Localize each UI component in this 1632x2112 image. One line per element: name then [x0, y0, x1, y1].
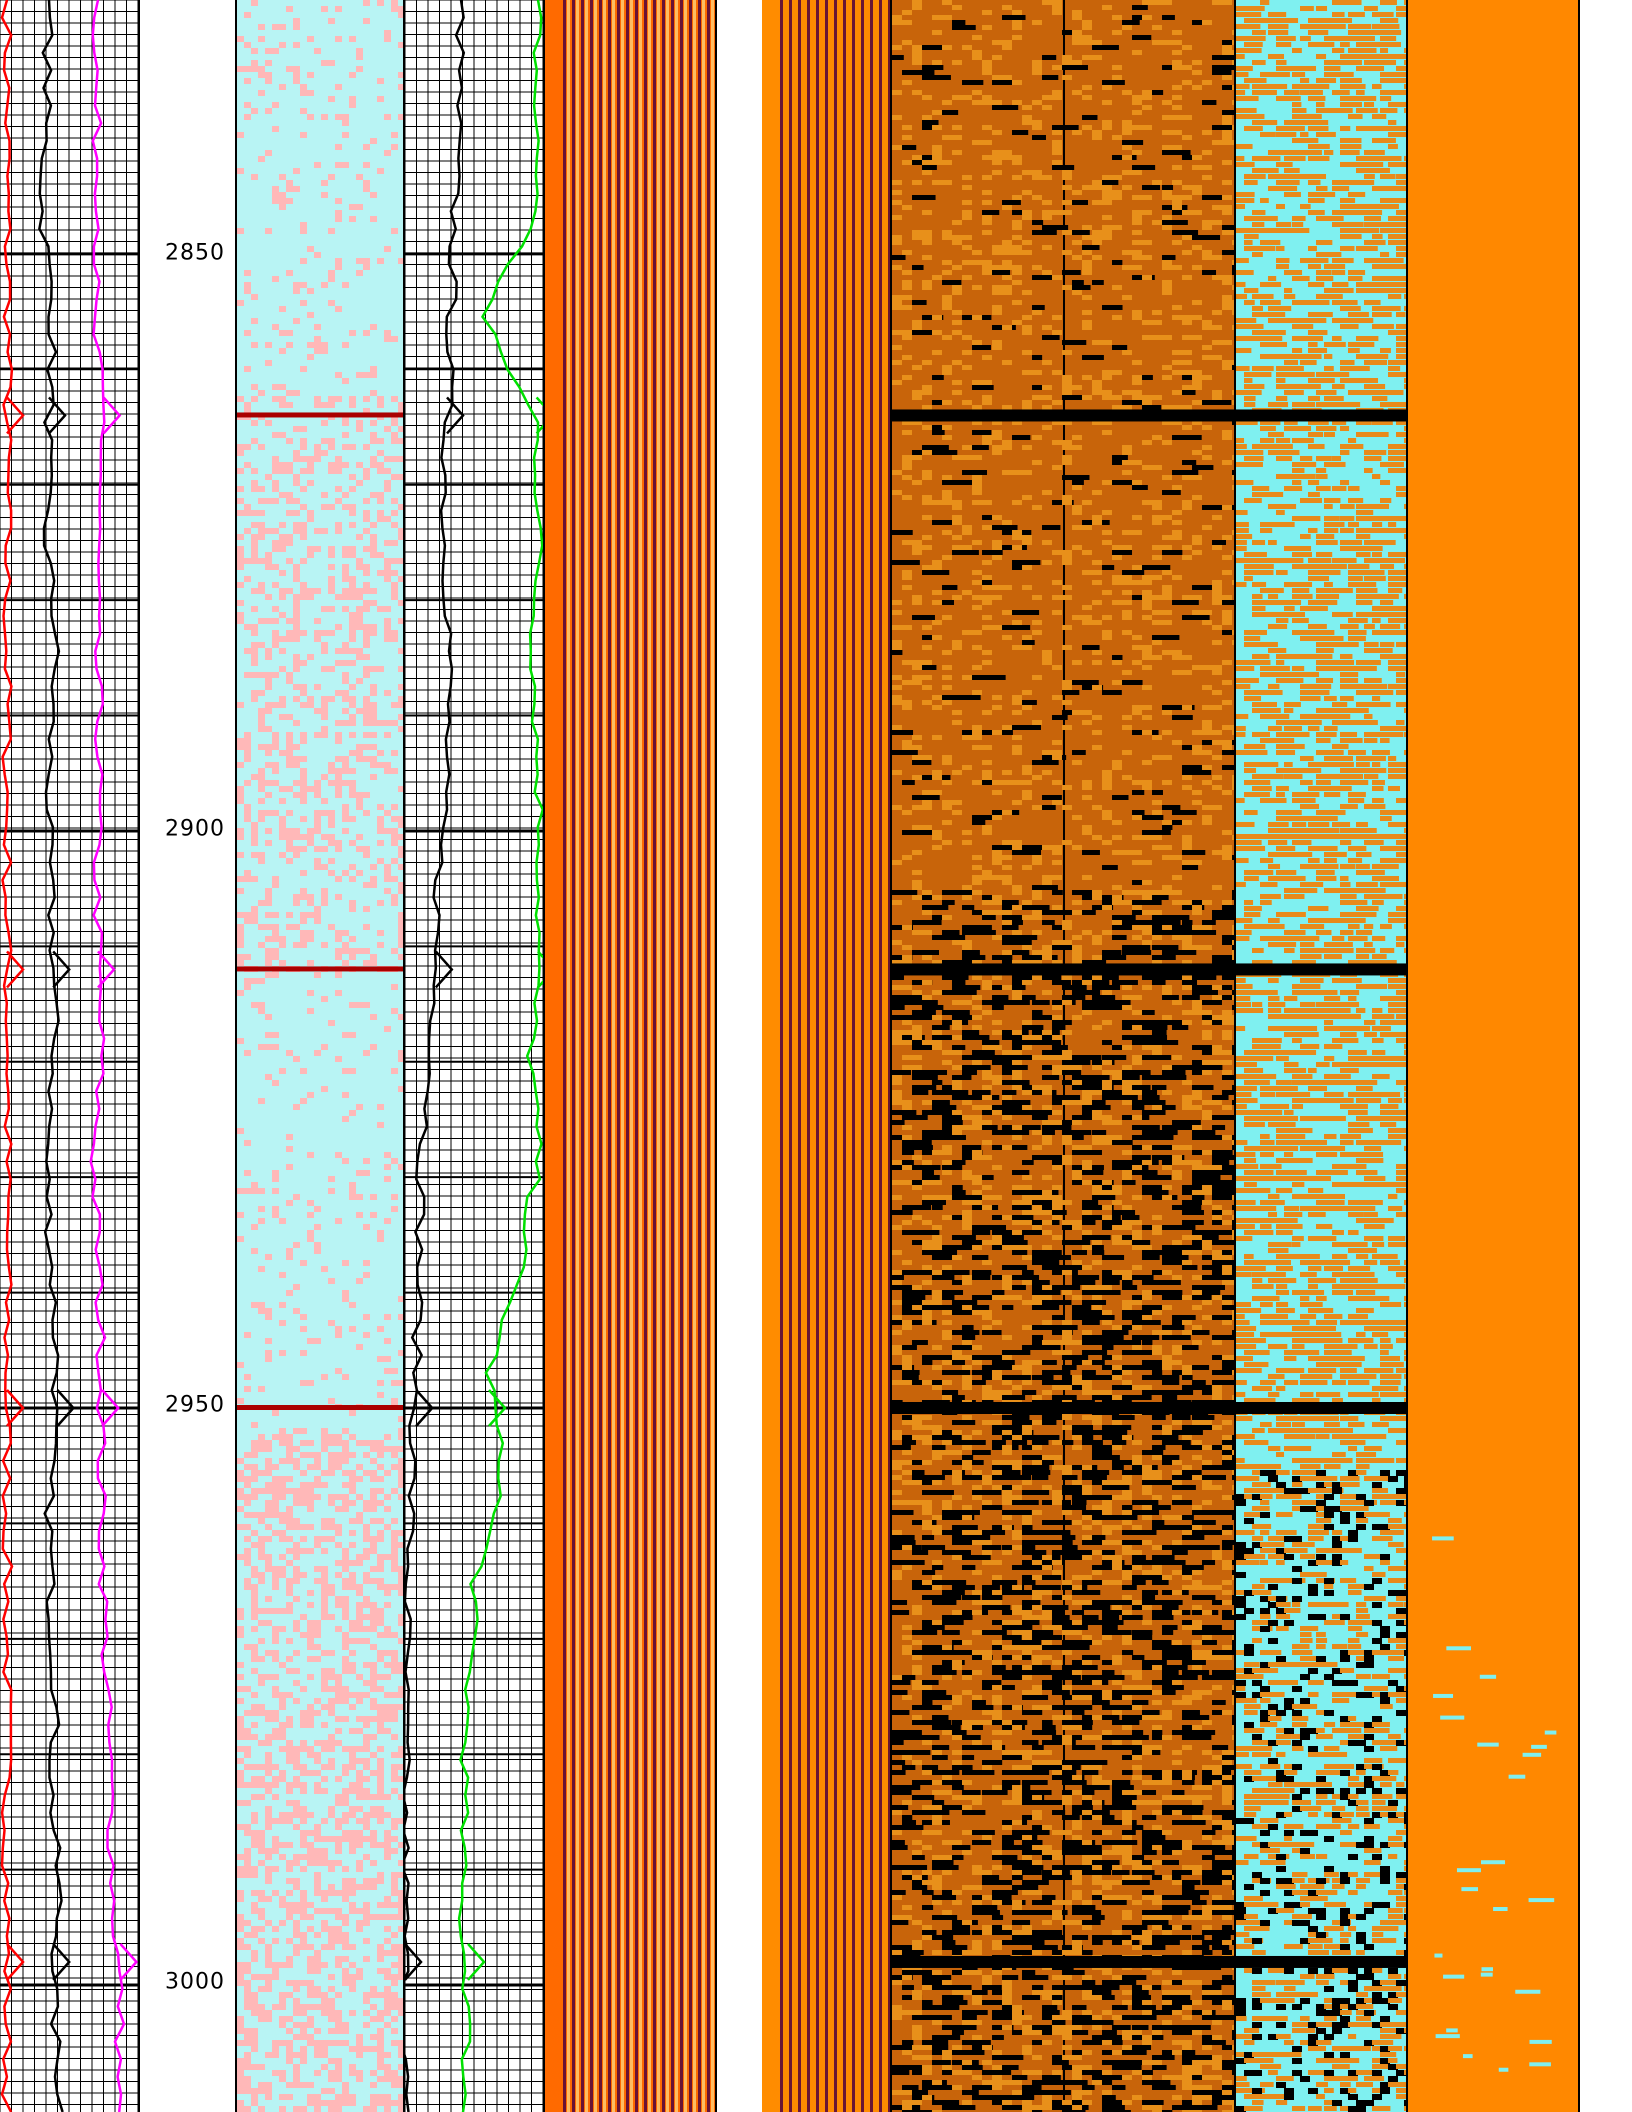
event-band [892, 409, 1234, 422]
curve-spike [102, 396, 122, 435]
track-1-curves [0, 0, 140, 2112]
curve-spike [101, 1389, 120, 1427]
right-margin [1580, 0, 1632, 2112]
track-2-svg [237, 0, 403, 2112]
curve-spike [488, 1389, 507, 1427]
curve-spike [6, 396, 25, 435]
track-2-image [235, 0, 405, 2112]
curve-spike [535, 396, 543, 435]
event-band [1236, 963, 1406, 976]
image-texture [892, 0, 1234, 2112]
waveform-stripes [780, 0, 890, 2112]
event-band [1236, 409, 1406, 422]
log-curve-1 [457, 0, 543, 2112]
event-band [237, 1405, 403, 1410]
event-band [892, 1402, 1234, 1414]
track-6-svg [892, 0, 1234, 2112]
curve-spike [415, 1389, 434, 1427]
curve-spike [434, 950, 454, 989]
curve-spike [6, 950, 25, 989]
track-1-svg [0, 0, 138, 2112]
event-band [1236, 1402, 1406, 1414]
log-curve-2 [89, 0, 126, 2112]
curve-spike [6, 1389, 25, 1427]
curve-spike [467, 1943, 486, 1981]
log-curve-0 [0, 0, 14, 2112]
track-8-svg [1408, 0, 1578, 2112]
log-curve-1 [38, 0, 64, 2112]
grid-lines [0, 0, 138, 2112]
event-band [892, 963, 1234, 976]
grid-lines [405, 0, 543, 2112]
track-3-curves [405, 0, 545, 2112]
image-speckle [1432, 1536, 1557, 2072]
image-background [1408, 0, 1578, 2112]
depth-label-2900: 2900 [165, 816, 225, 842]
image-texture [1236, 0, 1406, 2112]
track-4-svg [545, 0, 715, 2112]
curve-spike [6, 1943, 25, 1981]
curve-spike [97, 950, 116, 989]
track-7-svg [1236, 0, 1406, 2112]
track-3-svg [405, 0, 543, 2112]
track-8-image [1408, 0, 1580, 2112]
curve-spike [405, 1943, 423, 1981]
track-gap [717, 0, 762, 2112]
depth-label-3000: 3000 [165, 1969, 225, 1995]
track-5-waveform [762, 0, 890, 2112]
waveform-stripes [563, 0, 714, 2112]
track-5-svg [762, 0, 890, 2112]
curve-spike [48, 396, 67, 435]
curve-spike [52, 1943, 71, 1981]
curve-spike [56, 1389, 76, 1427]
track-7-image [1236, 0, 1408, 2112]
event-band [892, 1955, 1234, 1968]
depth-track: 2850 2900 2950 3000 [140, 0, 235, 2112]
depth-label-2950: 2950 [165, 1392, 225, 1418]
event-band [1236, 1955, 1406, 1968]
curve-spike [119, 1943, 138, 1981]
curve-spike [52, 950, 71, 989]
track-4-waveform [545, 0, 717, 2112]
curve-spike [446, 396, 465, 435]
track-6-image [890, 0, 1236, 2112]
event-band [237, 966, 403, 972]
depth-label-2850: 2850 [165, 240, 225, 266]
log-curve-0 [405, 0, 466, 2112]
event-band [237, 412, 403, 418]
